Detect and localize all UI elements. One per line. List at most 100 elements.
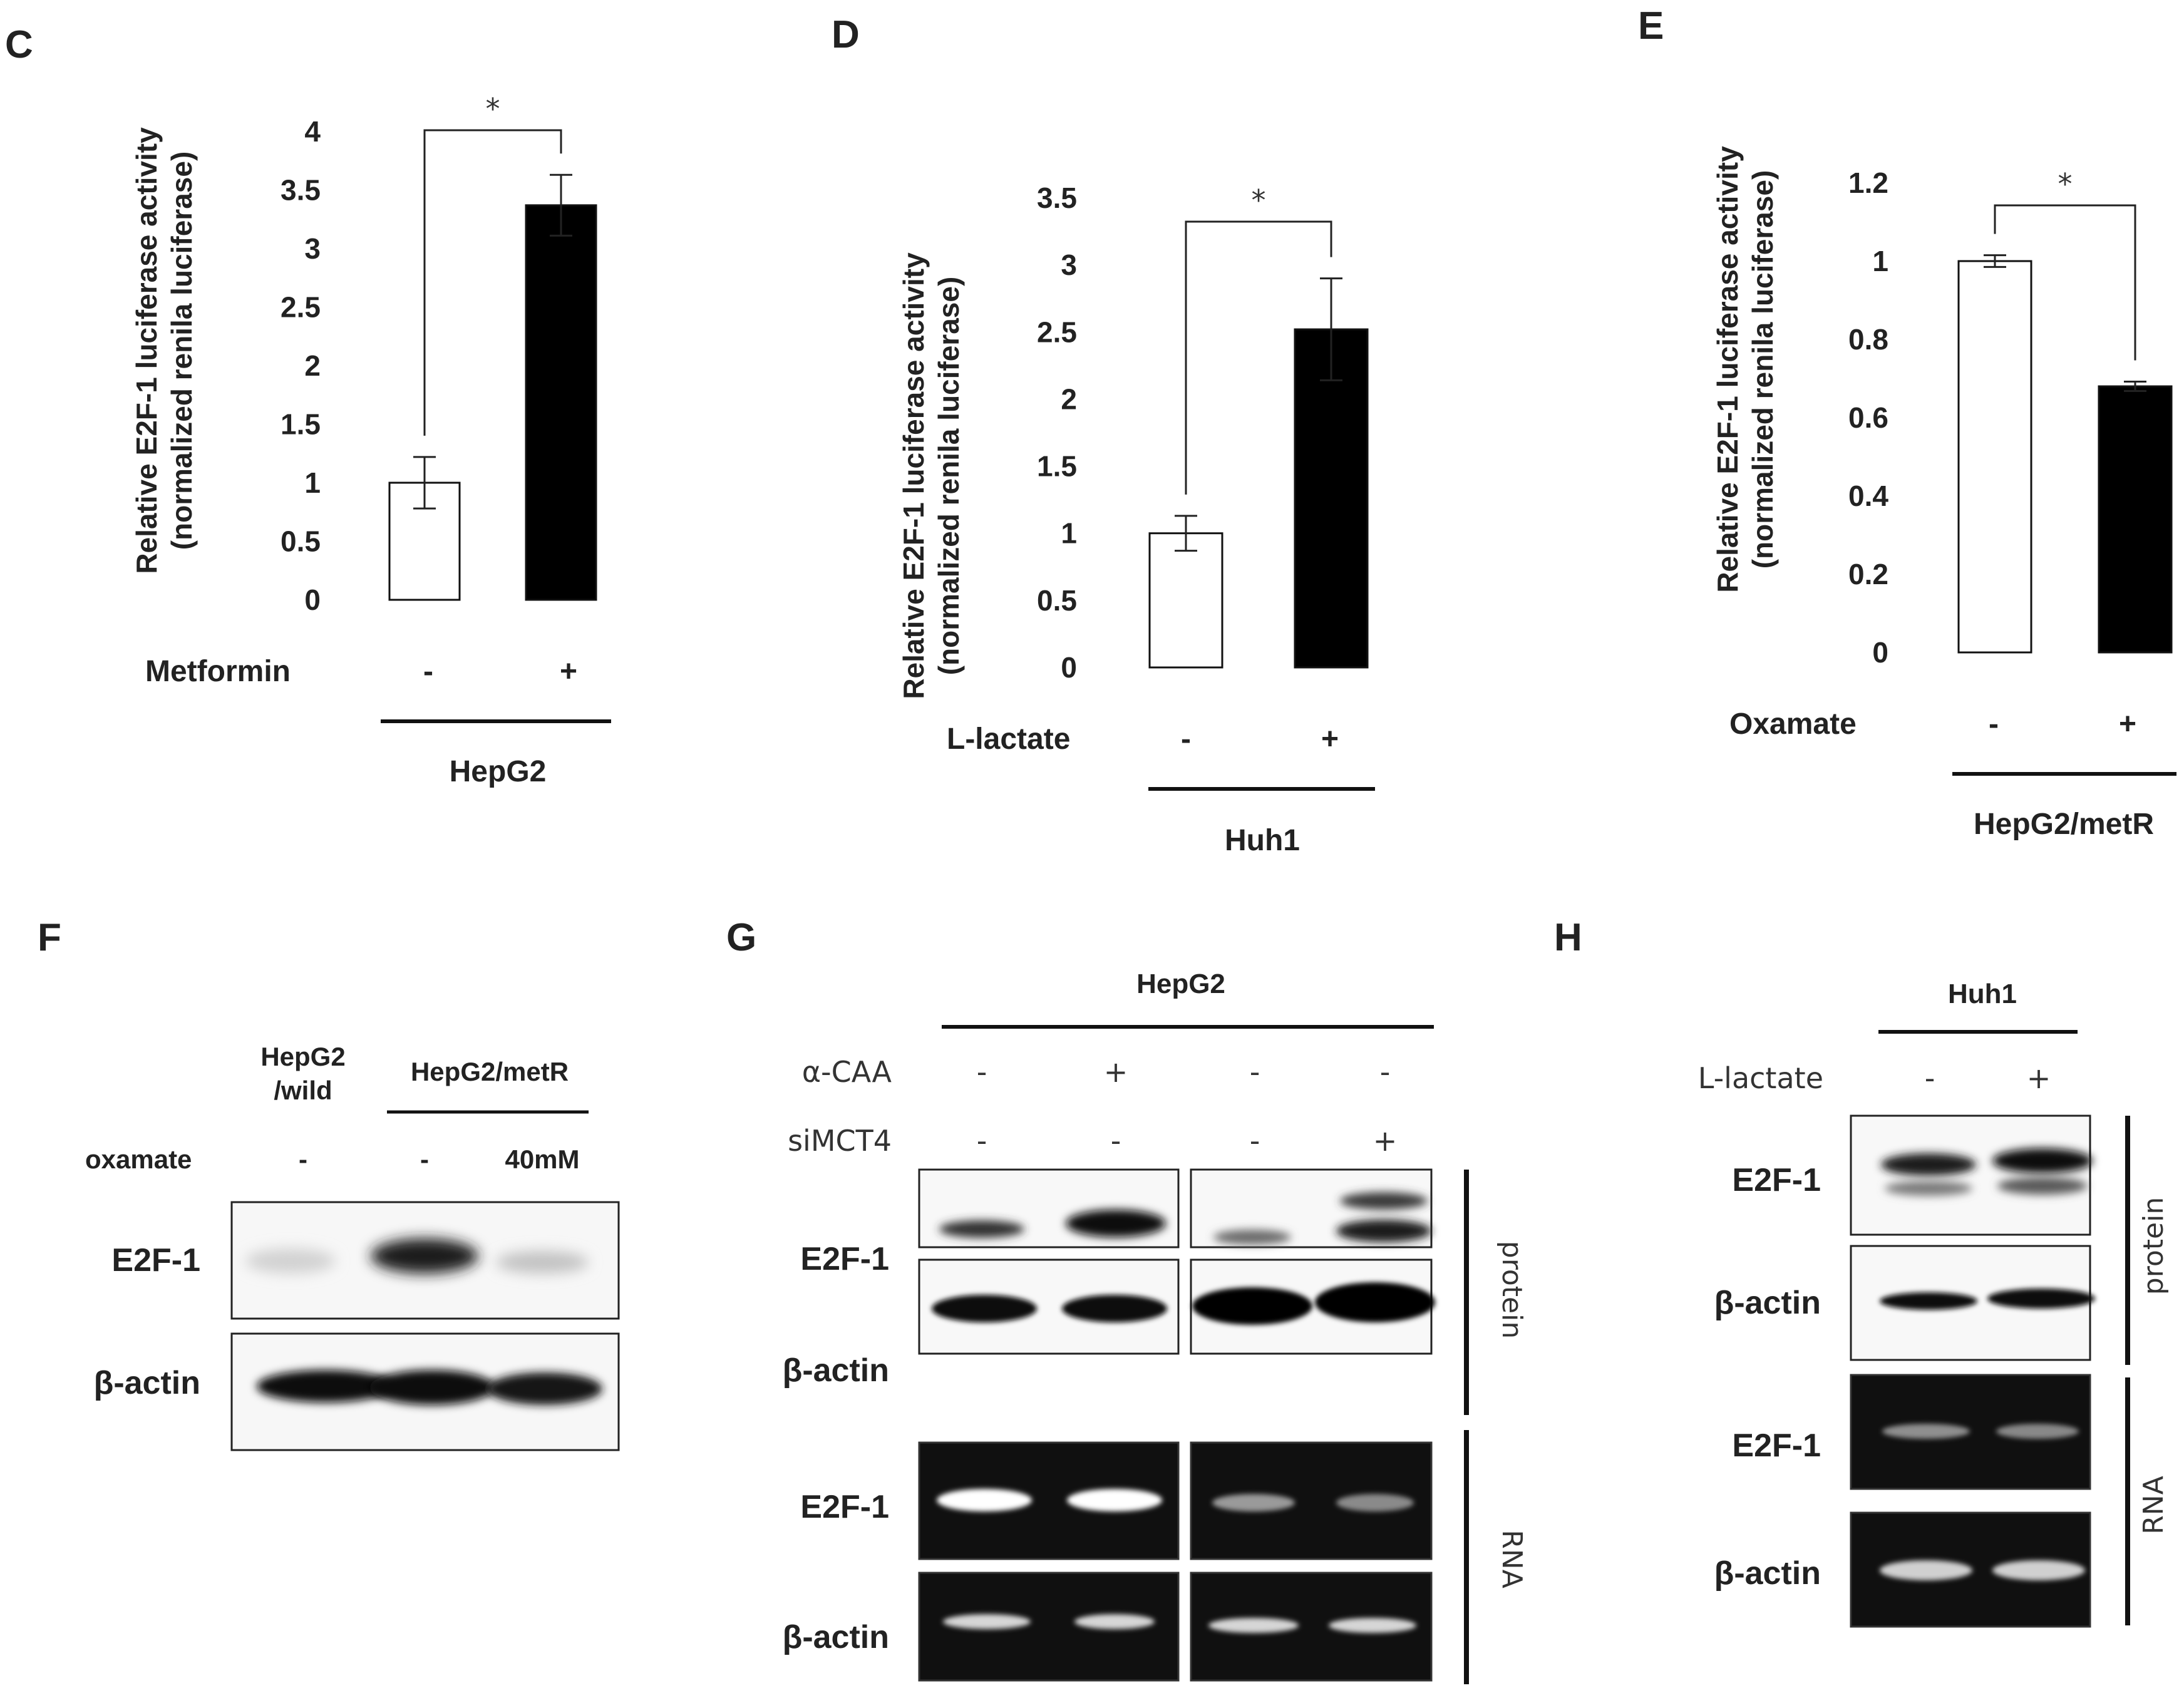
y-tick-d-6: 3 [1061, 249, 1077, 281]
band [1885, 1181, 1972, 1196]
y-tick-e-4: 0.8 [1848, 323, 1888, 356]
significance-star-c: * [486, 92, 500, 126]
treatment-f-0: - [299, 1145, 307, 1174]
y-tick-d-0: 0 [1061, 651, 1077, 684]
panel-h: H Huh1 L-lactate - + E2F-1 β-actin E2F-1… [1554, 916, 2170, 1628]
blot-g-actin-right [1190, 1258, 1435, 1355]
y-tick-d-5: 2.5 [1037, 316, 1077, 348]
y-tick-c-8: 4 [304, 115, 321, 148]
band [937, 1489, 1032, 1511]
ylabel-c-line1: Relative E2F-1 luciferase activity [130, 127, 163, 574]
panel-letter-e: E [1638, 4, 1664, 48]
band [939, 1220, 1024, 1238]
blot-h-actin [1850, 1245, 2095, 1361]
y-tick-d-2: 1 [1061, 517, 1077, 550]
band [1329, 1618, 1416, 1633]
chart-c: 0 0.5 1 1.5 2 2.5 3 3.5 4 * [281, 92, 597, 616]
panel-g: G HepG2 α-CAA - + - - siMCT4 - - - + E2F… [726, 916, 1528, 1684]
sign-d-0: - [1181, 723, 1191, 756]
band [1066, 1210, 1166, 1237]
y-tick-c-2: 1 [304, 466, 321, 499]
ylabel-d-line2: (normalized renila luciferase) [932, 277, 965, 676]
row-label-f-e2f1: E2F-1 [111, 1242, 200, 1279]
panel-e: E Relative E2F-1 luciferase activity (no… [1638, 4, 2176, 841]
band [1880, 1560, 1972, 1580]
ylabel-e-line1: Relative E2F-1 luciferase activity [1711, 146, 1744, 593]
bar-e-0 [1957, 260, 2032, 654]
treat1-label-g: α-CAA [802, 1055, 892, 1089]
band [1192, 1287, 1312, 1325]
y-tick-e-2: 0.4 [1848, 480, 1888, 512]
band [932, 1295, 1037, 1322]
row-label-g-e2f1-protein: E2F-1 [800, 1241, 889, 1277]
y-tick-e-0: 0 [1872, 636, 1888, 669]
row-label-f-actin: β-actin [94, 1365, 200, 1401]
gel-g-actin-left [918, 1572, 1180, 1682]
treatment-label-c: Metformin [145, 655, 291, 688]
chart-e: 0 0.2 0.4 0.6 0.8 1 1.2 * [1848, 167, 2173, 669]
treatment-label-e: Oxamate [1729, 708, 1857, 741]
band [487, 1372, 602, 1405]
cell-line-d: Huh1 [1225, 824, 1300, 857]
sign-e-0: - [1989, 708, 1999, 741]
panel-letter-h: H [1554, 916, 1582, 959]
panel-f: F HepG2 /wild HepG2/metR oxamate - - 40m… [38, 916, 620, 1451]
treatment-f-1: - [420, 1145, 429, 1174]
blot-g-e2f1-right [1190, 1168, 1433, 1248]
treatment-f-2: 40mM [505, 1145, 579, 1174]
band [1074, 1614, 1155, 1629]
band [1067, 1489, 1162, 1511]
group-label-f: HepG2/metR [411, 1057, 569, 1086]
gel-h-actin [1850, 1511, 2091, 1628]
band [1340, 1192, 1428, 1210]
cell-line-h: Huh1 [1948, 979, 2017, 1009]
band [1212, 1494, 1295, 1511]
y-tick-c-4: 2 [304, 349, 321, 382]
significance-bracket-c [423, 129, 562, 436]
y-tick-c-6: 3 [304, 232, 321, 265]
significance-star-d: * [1252, 183, 1266, 217]
band [496, 1251, 589, 1274]
band [369, 1370, 495, 1405]
row-label-h-e2f1-protein: E2F-1 [1732, 1162, 1821, 1198]
row-label-h-e2f1-rna: E2F-1 [1732, 1428, 1821, 1464]
treat2-g-2: - [1250, 1124, 1260, 1158]
treatment-label-d: L-lactate [947, 723, 1070, 756]
y-tick-c-1: 0.5 [281, 525, 321, 558]
row-label-g-actin-rna: β-actin [783, 1619, 889, 1655]
y-tick-d-7: 3.5 [1037, 182, 1077, 214]
y-tick-d-4: 2 [1061, 383, 1077, 415]
band [257, 1370, 394, 1402]
ylabel-e-line2: (normalized renila luciferase) [1746, 170, 1779, 569]
treat2-g-1: - [1111, 1124, 1121, 1158]
y-tick-e-3: 0.6 [1848, 401, 1888, 434]
y-tick-e-1: 0.2 [1848, 558, 1888, 590]
gel-g-actin-right [1190, 1572, 1433, 1682]
treatment-label-f: oxamate [85, 1145, 192, 1174]
panel-letter-d: D [832, 13, 860, 56]
chart-d: 0 0.5 1 1.5 2 2.5 3 3.5 * [1037, 182, 1369, 684]
treat1-g-0: - [977, 1055, 987, 1089]
gel-g-e2f1-left [918, 1441, 1180, 1560]
band [1992, 1148, 2093, 1173]
cell-line-g: HepG2 [1136, 969, 1225, 999]
treat1-g-3: - [1380, 1055, 1391, 1089]
y-tick-d-3: 1.5 [1037, 450, 1077, 483]
side-label-h-rna: RNA [2138, 1476, 2170, 1535]
treat2-g-3: + [1373, 1124, 1398, 1158]
blot-f-e2f1 [230, 1201, 620, 1320]
band [245, 1248, 336, 1274]
treat2-label-g: siMCT4 [788, 1124, 892, 1158]
panel-letter-c: C [5, 23, 33, 66]
panel-letter-f: F [38, 916, 61, 959]
significance-star-e: * [2058, 167, 2073, 201]
panel-d: D Relative E2F-1 luciferase activity (no… [832, 13, 1375, 857]
ylabel-d-line1: Relative E2F-1 luciferase activity [897, 252, 930, 699]
bar-d-0 [1148, 532, 1223, 669]
row-label-g-actin-protein: β-actin [783, 1352, 889, 1389]
sign-c-1: + [560, 655, 577, 688]
y-tick-e-6: 1.2 [1848, 167, 1888, 199]
band [371, 1238, 478, 1274]
row-label-h-actin-protein: β-actin [1714, 1285, 1821, 1321]
band [1881, 1153, 1976, 1176]
